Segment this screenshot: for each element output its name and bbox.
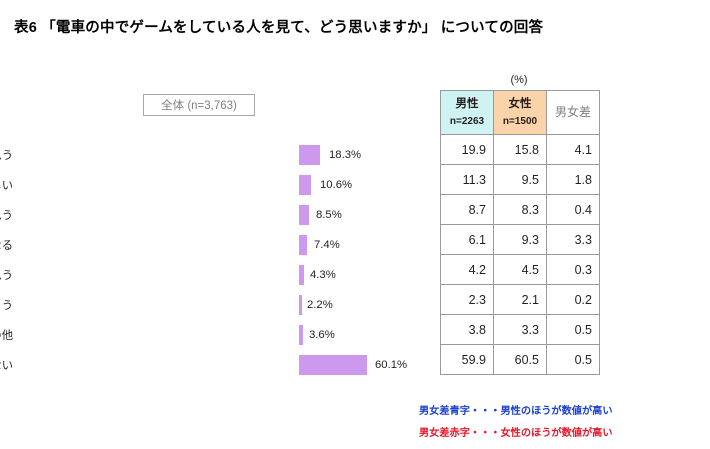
bar-fill — [299, 235, 308, 255]
cell-male: 3.8 — [440, 314, 494, 345]
cell-female: 9.5 — [493, 164, 547, 195]
legend-total-label: 全体 (n=3,763) — [161, 100, 237, 112]
bar-value-label: 60.1% — [375, 359, 408, 371]
bar-row: 別に何とも思わない 60.1% — [0, 350, 430, 380]
legend-total-box: 全体 (n=3,763) — [143, 94, 255, 116]
bar-row: 家でやればいいのにと思う 18.3% — [0, 140, 430, 170]
bar-category-label: ゲームの上手・下手を見てしまう — [0, 300, 13, 312]
bar-row: 課金してて、もったいないなど思う 8.5% — [0, 200, 430, 230]
cell-gender-difference: 4.1 — [546, 134, 600, 165]
bar-fill — [299, 175, 311, 195]
page-title: 表6 「電車の中でゲームをしている人を見て、どう思いますか」 についての回答 — [14, 20, 544, 36]
column-header-male-sample-size: n=2263 — [449, 115, 485, 127]
bar-category-label: 家でやればいいのにと思う — [0, 150, 13, 162]
cell-female: 8.3 — [493, 194, 547, 225]
column-header-male: 男性 n=2263 — [440, 90, 494, 135]
cell-female: 3.3 — [493, 314, 547, 345]
bar-track — [299, 175, 311, 195]
bar-track — [299, 235, 308, 255]
cell-gender-difference: 1.8 — [546, 164, 600, 195]
bar-track — [299, 355, 367, 375]
table-row: 11.3 9.5 1.8 — [440, 164, 600, 195]
column-header-female: 女性 n=1500 — [493, 90, 547, 135]
bar-fill — [299, 355, 367, 375]
cell-male: 11.3 — [440, 164, 494, 195]
cell-gender-difference: 0.2 — [546, 284, 600, 315]
bar-track — [299, 205, 309, 225]
cell-male: 19.9 — [440, 134, 494, 165]
table-row: 19.9 15.8 4.1 — [440, 134, 600, 165]
bar-value-label: 8.5% — [316, 209, 342, 221]
table-row: 2.3 2.1 0.2 — [440, 284, 600, 315]
bar-category-label: 別に何とも思わない — [0, 360, 13, 372]
bar-category-label: 楽しそうだなと思う — [0, 270, 13, 282]
bar-value-label: 4.3% — [310, 269, 336, 281]
bar-value-label: 7.4% — [314, 239, 340, 251]
bar-category-label: その他 — [0, 330, 13, 342]
bar-value-label: 10.6% — [320, 179, 353, 191]
cell-male: 4.2 — [440, 254, 494, 285]
cell-gender-difference: 0.5 — [546, 344, 600, 375]
footnote-red: 男女差赤字・・・女性のほうが数値が高い — [419, 428, 613, 439]
table-row: 8.7 8.3 0.4 — [440, 194, 600, 225]
bar-value-label: 3.6% — [309, 329, 335, 341]
stats-table: 男性 n=2263 女性 n=1500 男女差 19.9 15.8 4.1 11… — [440, 90, 600, 375]
bar-category-label: 課金してて、もったいないなど思う — [0, 210, 13, 222]
bar-fill — [299, 325, 304, 345]
table-header-row: 男性 n=2263 女性 n=1500 男女差 — [440, 90, 600, 135]
cell-gender-difference: 0.5 — [546, 314, 600, 345]
bar-category-label: 腕があたったりするので、やめてほしい — [0, 180, 13, 192]
bar-chart: 家でやればいいのにと思う 18.3% 腕があたったりするので、やめてほしい 10… — [0, 140, 430, 380]
cell-male: 59.9 — [440, 344, 494, 375]
bar-row: (何のゲームをしているかなど)気になる 7.4% — [0, 230, 430, 260]
bar-row: その他 3.6% — [0, 320, 430, 350]
bar-row: ゲームの上手・下手を見てしまう 2.2% — [0, 290, 430, 320]
bar-fill — [299, 265, 304, 285]
cell-gender-difference: 3.3 — [546, 224, 600, 255]
percent-unit-label: (%) — [510, 74, 528, 86]
bar-fill — [299, 145, 320, 165]
bar-category-label: (何のゲームをしているかなど)気になる — [0, 240, 13, 252]
table-row: 59.9 60.5 0.5 — [440, 344, 600, 375]
bar-fill — [299, 295, 302, 315]
bar-row: 腕があたったりするので、やめてほしい 10.6% — [0, 170, 430, 200]
table-row: 4.2 4.5 0.3 — [440, 254, 600, 285]
cell-male: 6.1 — [440, 224, 494, 255]
cell-male: 2.3 — [440, 284, 494, 315]
bar-track — [299, 265, 304, 285]
column-header-male-title: 男性 — [455, 97, 479, 110]
cell-gender-difference: 0.4 — [546, 194, 600, 225]
bar-track — [299, 295, 302, 315]
column-header-gender-difference: 男女差 — [546, 90, 600, 135]
cell-female: 15.8 — [493, 134, 547, 165]
bar-track — [299, 145, 320, 165]
bar-row: 楽しそうだなと思う 4.3% — [0, 260, 430, 290]
footnote-blue: 男女差青字・・・男性のほうが数値が高い — [419, 406, 613, 417]
column-header-female-sample-size: n=1500 — [502, 115, 538, 127]
bar-value-label: 2.2% — [307, 299, 333, 311]
table-row: 6.1 9.3 3.3 — [440, 224, 600, 255]
cell-male: 8.7 — [440, 194, 494, 225]
cell-female: 9.3 — [493, 224, 547, 255]
cell-gender-difference: 0.3 — [546, 254, 600, 285]
table-row: 3.8 3.3 0.5 — [440, 314, 600, 345]
bar-fill — [299, 205, 309, 225]
bar-value-label: 18.3% — [329, 149, 362, 161]
bar-track — [299, 325, 304, 345]
cell-female: 4.5 — [493, 254, 547, 285]
cell-female: 2.1 — [493, 284, 547, 315]
cell-female: 60.5 — [493, 344, 547, 375]
column-header-female-title: 女性 — [508, 97, 532, 110]
